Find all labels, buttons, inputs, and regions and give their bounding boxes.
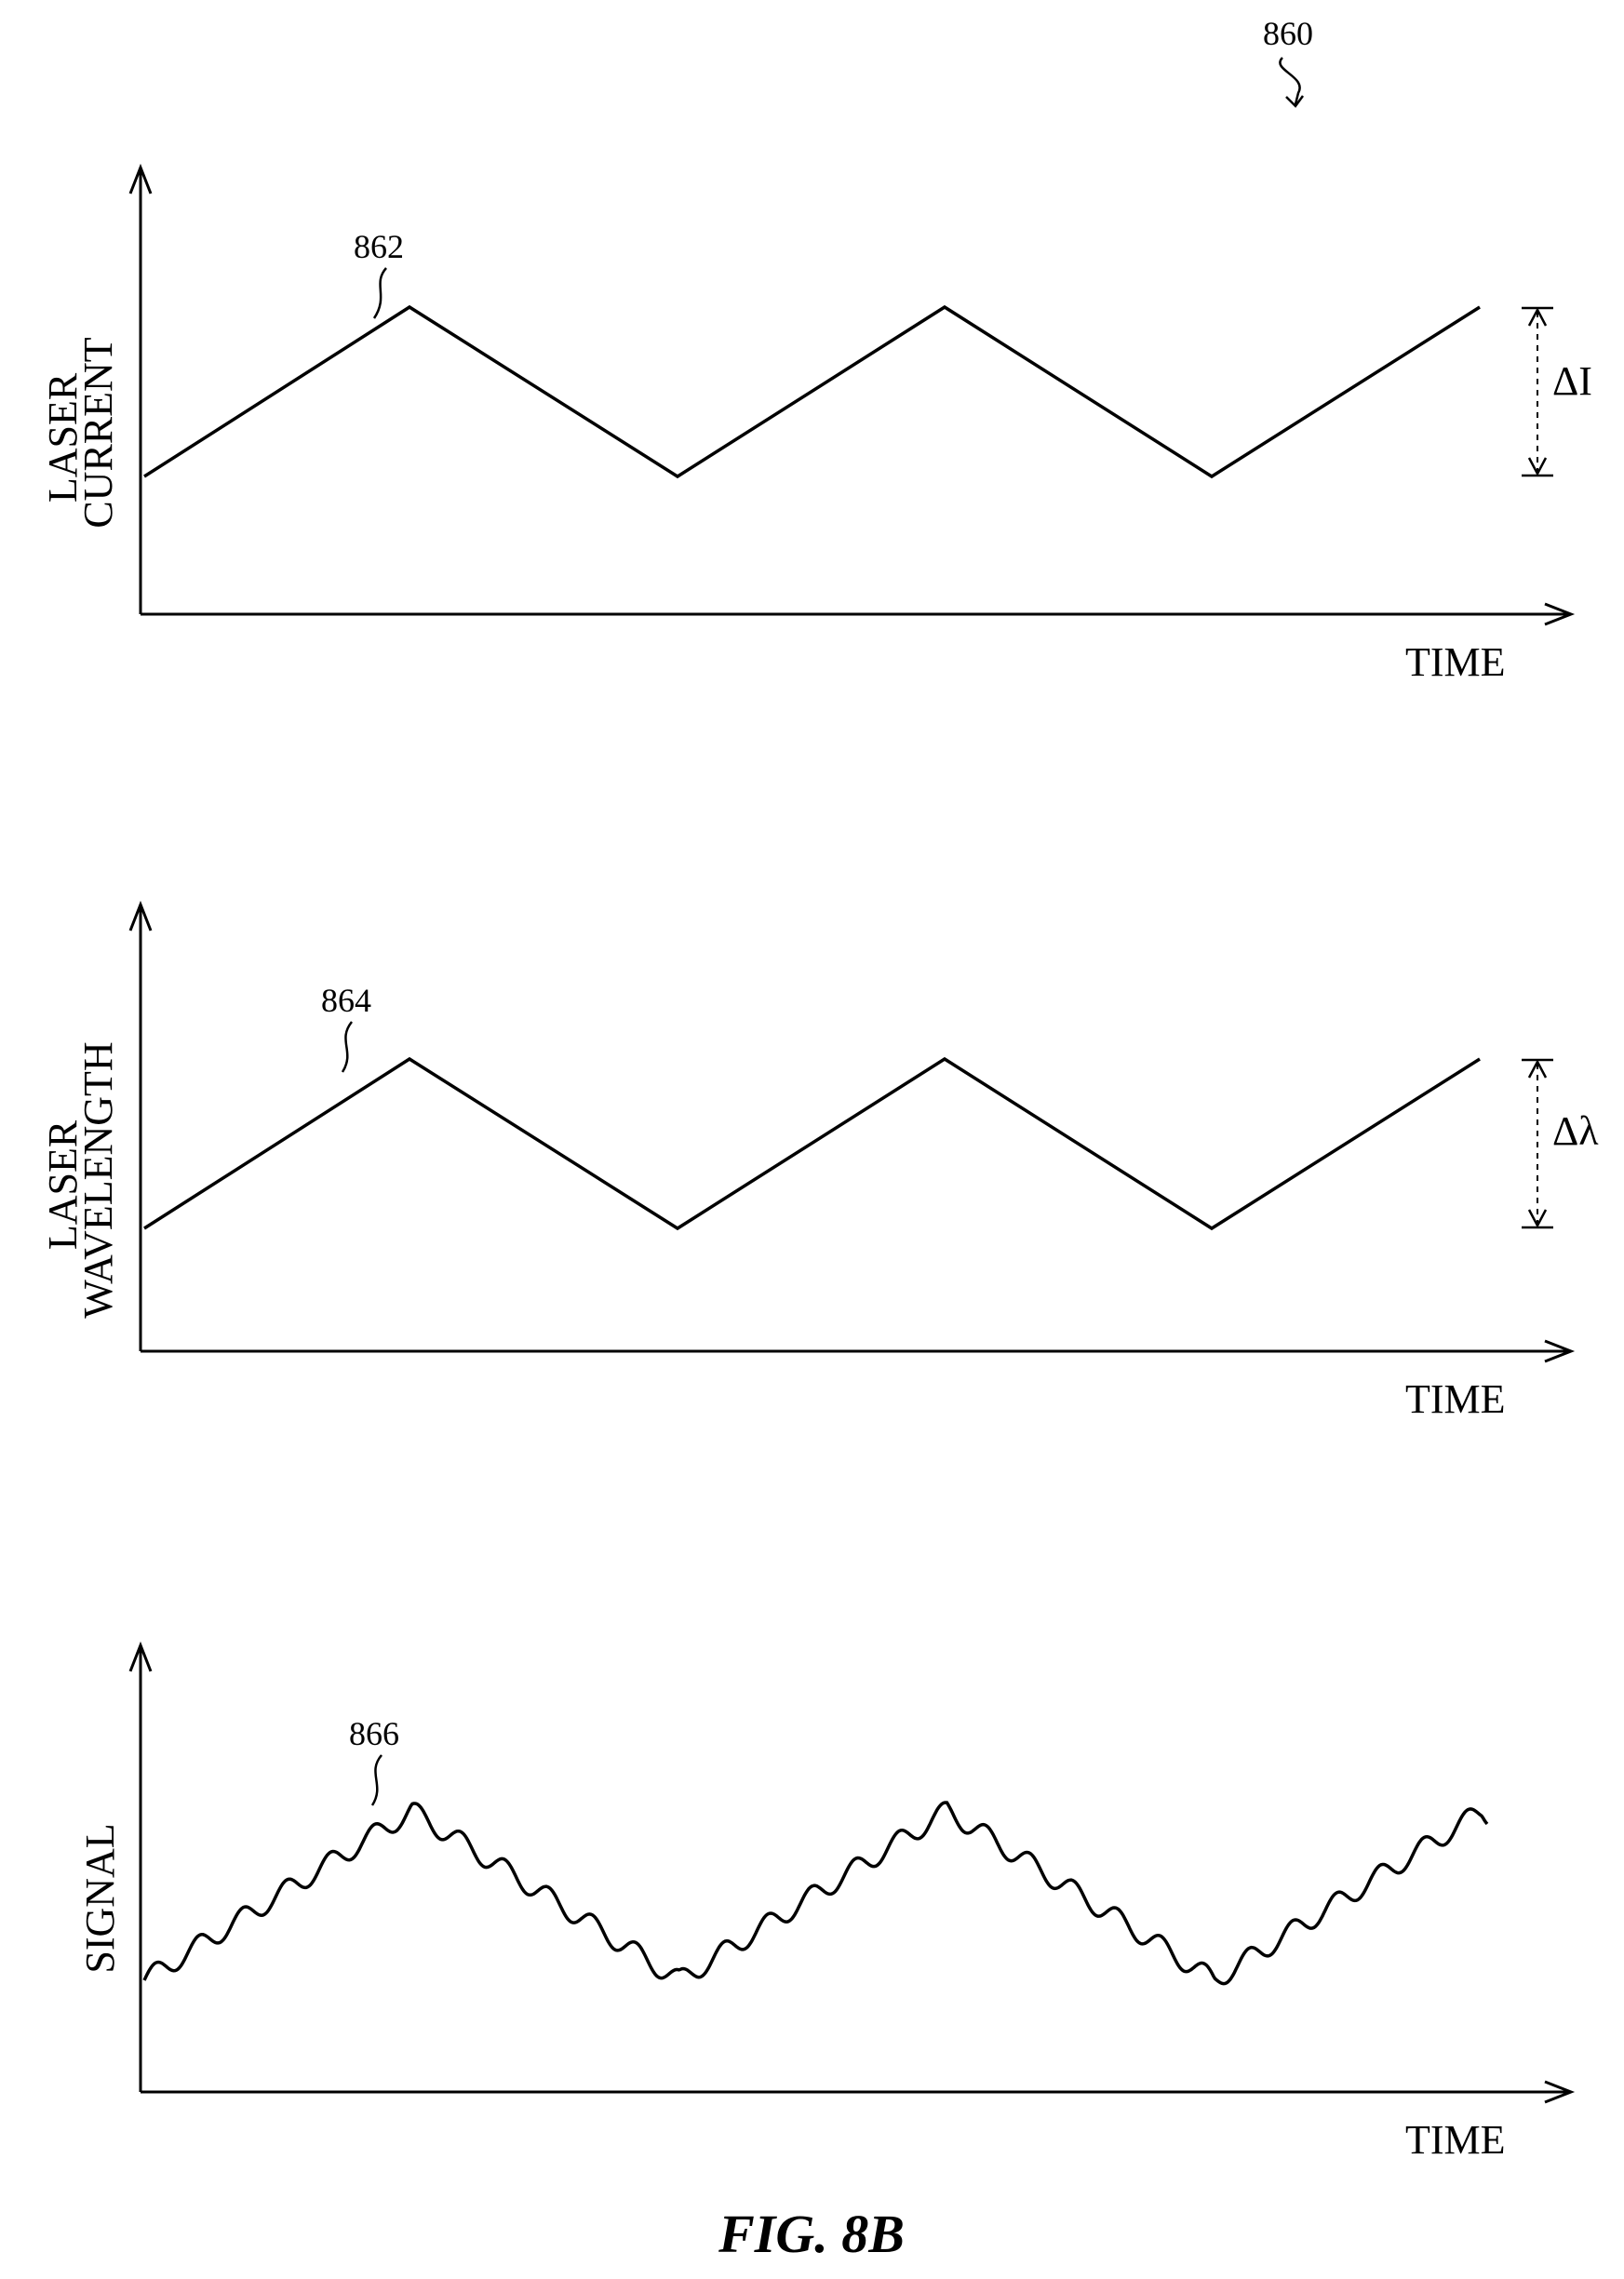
panel-laser-current: LASER CURRENT TIME 862 ΔI: [40, 163, 1592, 685]
figure-ref-label: 860: [1263, 15, 1313, 52]
y-axis-arrow: [128, 163, 153, 194]
y-axis-label-line-2: CURRENT: [75, 337, 121, 528]
y-axis-arrow: [128, 1641, 153, 1672]
y-axis-label-line-1: SIGNAL: [77, 1823, 123, 1973]
x-axis-label: TIME: [1405, 1376, 1506, 1422]
signal-waveform: [142, 1801, 1489, 1986]
y-axis-label-line-1: LASER: [40, 1119, 86, 1250]
figure-caption: FIG. 8B: [718, 2204, 905, 2264]
laser-current-waveform: [143, 304, 1481, 479]
delta-i-top-arrow: [1527, 307, 1548, 327]
ref-leader-862: [372, 267, 387, 319]
y-axis-arrow: [128, 900, 153, 932]
figure-ref-arrowhead: [1285, 95, 1305, 108]
delta-i-label: ΔI: [1552, 358, 1592, 404]
laser-wavelength-waveform: [143, 1056, 1481, 1231]
ref-leader-864: [341, 1021, 354, 1073]
ref-label-864: 864: [321, 982, 371, 1019]
ref-leader-866: [370, 1754, 383, 1806]
x-axis-arrow: [1544, 602, 1576, 626]
x-axis-arrow: [1544, 1339, 1576, 1363]
figure-ref-leader: [1279, 57, 1301, 105]
delta-lambda-bottom-arrow: [1527, 1209, 1548, 1228]
y-axis-label: SIGNAL: [77, 1823, 123, 1973]
y-axis-label: LASER CURRENT: [40, 337, 121, 528]
y-axis-label: LASER WAVELENGTH: [40, 1041, 121, 1318]
x-axis-label: TIME: [1405, 639, 1506, 685]
panel-signal: SIGNAL TIME 866: [77, 1641, 1576, 2163]
panel-laser-wavelength: LASER WAVELENGTH TIME 864 Δλ: [40, 900, 1599, 1422]
y-axis-label-line-1: LASER: [40, 372, 86, 503]
x-axis-label: TIME: [1405, 2117, 1506, 2163]
y-axis-label-line-2: WAVELENGTH: [75, 1041, 121, 1318]
delta-i-bottom-arrow: [1527, 457, 1548, 476]
ref-label-866: 866: [349, 1715, 399, 1752]
ref-label-862: 862: [354, 228, 404, 265]
x-axis-arrow: [1544, 2080, 1576, 2104]
delta-lambda-label: Δλ: [1552, 1108, 1599, 1154]
delta-lambda-top-arrow: [1527, 1059, 1548, 1079]
